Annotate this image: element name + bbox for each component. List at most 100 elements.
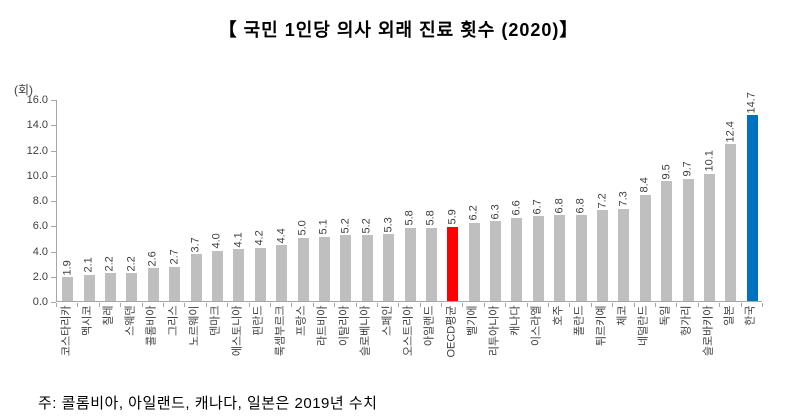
bar-value-label: 8.4 bbox=[638, 177, 651, 193]
x-category-label: 체코 bbox=[616, 305, 629, 326]
x-category-label: 리투아니아 bbox=[488, 305, 501, 356]
bar-이탈리아 bbox=[340, 235, 352, 301]
x-category-label: 그리스 bbox=[167, 305, 180, 336]
bar-노르웨이 bbox=[190, 254, 202, 301]
x-category-label: 콜롬비아 bbox=[145, 305, 158, 346]
bar-아일랜드 bbox=[425, 227, 437, 301]
x-category-label: 코스타리카 bbox=[60, 305, 73, 356]
x-category-label: 벨기에 bbox=[466, 305, 479, 336]
x-tick-mark bbox=[248, 303, 250, 307]
x-category-label: 덴마크 bbox=[209, 305, 222, 336]
x-category-label: 호주 bbox=[552, 305, 565, 326]
bar-콜롬비아 bbox=[147, 268, 159, 301]
bar-리투아니아 bbox=[490, 221, 502, 301]
y-tick-label: 2.0 bbox=[32, 270, 48, 283]
x-category-label: 스페인 bbox=[381, 305, 394, 336]
x-category-label: 멕시코 bbox=[81, 305, 94, 336]
bar-이스라엘 bbox=[532, 216, 544, 301]
bar-value-label: 6.3 bbox=[489, 204, 502, 220]
y-tick-mark bbox=[51, 226, 56, 228]
x-tick-mark bbox=[312, 303, 314, 307]
x-category-label: 프랑스 bbox=[295, 305, 308, 336]
bar-value-label: 14.7 bbox=[745, 92, 758, 114]
chart-title: 【 국민 1인당 의사 외래 진료 횟수 (2020)】 bbox=[218, 20, 579, 40]
bar-value-label: 5.3 bbox=[382, 216, 395, 233]
x-category-label: 튀르키예 bbox=[595, 305, 608, 346]
bar-룩셈부르크 bbox=[276, 245, 288, 301]
x-category-label: 핀란드 bbox=[252, 305, 265, 336]
x-tick-mark bbox=[56, 303, 57, 307]
bar-한국 bbox=[746, 115, 758, 301]
y-tick-label: 0.0 bbox=[32, 296, 48, 308]
y-tick-label: 12.0 bbox=[26, 144, 48, 157]
x-tick-mark bbox=[548, 303, 550, 307]
bar-슬로베니아 bbox=[361, 235, 373, 301]
bar-헝가리 bbox=[682, 178, 694, 301]
plot-area: 1.9 2.1 2.2 2.2 2.6 2.7 3.7 4.0 4.1 4.2 4.4 5.0 5.1 5… bbox=[56, 92, 762, 302]
x-tick-mark bbox=[612, 303, 614, 307]
bar-에스토니아 bbox=[233, 249, 245, 301]
bar-스페인 bbox=[383, 234, 395, 301]
bar-캐나다 bbox=[511, 217, 523, 301]
y-tick-mark bbox=[51, 302, 56, 303]
x-category-label: 폴란드 bbox=[573, 305, 586, 336]
bar-슬로바키아 bbox=[704, 173, 715, 301]
x-category-label: 오스트리아 bbox=[402, 305, 415, 356]
x-tick-mark bbox=[697, 303, 699, 307]
x-tick-mark bbox=[483, 303, 485, 307]
x-tick-mark bbox=[569, 303, 571, 307]
x-tick-mark bbox=[526, 303, 528, 307]
y-tick-mark bbox=[51, 251, 56, 253]
footnote: 주: 콜롬비아, 아일랜드, 캐나다, 일본은 2019년 수치 bbox=[38, 395, 378, 412]
bar-value-label: 9.5 bbox=[660, 163, 673, 180]
x-tick-mark bbox=[419, 303, 421, 307]
bar-value-label: 4.4 bbox=[275, 228, 288, 244]
x-category-label: 노르웨이 bbox=[188, 305, 201, 346]
bar-value-label: 5.2 bbox=[360, 218, 373, 234]
bar-그리스 bbox=[169, 266, 181, 301]
bar-value-label: 2.2 bbox=[103, 255, 116, 272]
y-tick-mark bbox=[51, 125, 56, 127]
bar-value-label: 6.2 bbox=[467, 205, 480, 221]
bar-value-label: 5.0 bbox=[296, 220, 309, 236]
x-tick-mark bbox=[141, 303, 143, 307]
x-tick-mark bbox=[655, 303, 657, 307]
x-category-label: 칠레 bbox=[102, 305, 115, 326]
bar-value-label: 6.8 bbox=[553, 197, 566, 214]
x-tick-mark bbox=[184, 303, 186, 307]
bar-코스타리카 bbox=[62, 277, 74, 301]
bar-스웨덴 bbox=[126, 273, 138, 301]
x-category-label: 캐나다 bbox=[509, 305, 522, 336]
bar-value-label: 4.0 bbox=[210, 233, 223, 249]
bar-value-label: 6.7 bbox=[531, 199, 544, 215]
bar-핀란드 bbox=[254, 247, 266, 301]
x-tick-mark bbox=[740, 303, 742, 307]
y-axis-unit-label: (회) bbox=[14, 83, 34, 97]
x-category-label: 아일랜드 bbox=[423, 305, 436, 346]
bar-value-label: 5.8 bbox=[403, 210, 416, 226]
x-category-label: 라트비아 bbox=[316, 305, 329, 346]
bar-칠레 bbox=[104, 273, 116, 301]
y-tick-mark bbox=[51, 175, 56, 177]
bar-value-label: 10.1 bbox=[703, 150, 715, 172]
bar-튀르키예 bbox=[597, 210, 609, 301]
x-tick-mark bbox=[719, 303, 721, 307]
bar-value-label: 5.9 bbox=[446, 209, 459, 225]
x-category-label: 이스라엘 bbox=[530, 305, 543, 346]
x-category-label: 이탈리아 bbox=[338, 305, 351, 346]
x-tick-mark bbox=[462, 303, 464, 307]
x-category-label: OECD평균 bbox=[445, 305, 458, 358]
y-tick-mark bbox=[51, 100, 56, 101]
x-tick-mark bbox=[505, 303, 507, 307]
x-category-label: 헝가리 bbox=[680, 305, 693, 336]
x-category-label: 독일 bbox=[659, 305, 672, 326]
x-category-label: 슬로베니아 bbox=[359, 305, 372, 356]
x-tick-mark bbox=[162, 303, 164, 307]
x-tick-mark bbox=[120, 303, 122, 307]
bar-벨기에 bbox=[468, 222, 480, 301]
bar-value-label: 2.2 bbox=[125, 255, 138, 272]
x-category-label: 일본 bbox=[723, 305, 736, 326]
x-tick-mark bbox=[269, 303, 271, 307]
bar-value-label: 5.8 bbox=[424, 210, 437, 226]
